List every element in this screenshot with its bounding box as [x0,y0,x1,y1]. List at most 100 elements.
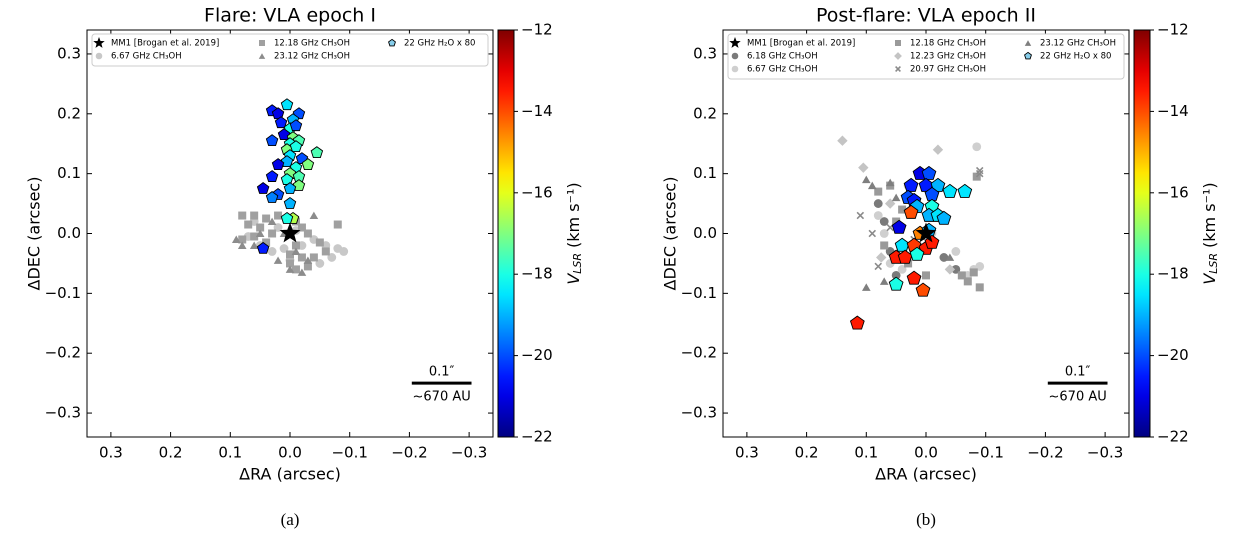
colorbar-label-unit: (km s⁻¹) [564,182,583,248]
point [903,204,919,219]
point [256,223,265,232]
point [265,134,279,147]
point [945,253,955,261]
point [936,210,952,225]
colorbar-label: VLSR (km s⁻¹) [564,182,585,284]
point [238,211,247,220]
colorbar-tick-label: −14 [1157,102,1189,120]
legend-marker [894,52,902,60]
point [265,170,279,182]
point [291,241,300,250]
point [310,146,324,159]
legend-label: 6.67 GHz CH₃OH [747,65,818,75]
x-tick-label: 0.3 [735,444,759,462]
y-tick-label: 0.0 [693,224,717,242]
x-tick-label: −0.2 [391,444,427,462]
legend-label: 23.12 GHz CH₃OH [274,52,350,62]
point [291,247,301,255]
point [867,181,877,190]
caption: (b) [916,510,936,529]
point [862,175,871,184]
point [957,271,966,280]
panel: Post-flare: VLA epoch II (b) ΔRA (arcsec) Δ… [661,5,1221,529]
point [921,165,937,180]
colorbar-tick-label: −12 [1157,21,1189,39]
y-tick-label: −0.1 [681,284,717,302]
point [888,276,904,291]
x-axis-label: ΔRA (arcsec) [875,465,977,484]
y-axis-label: ΔDEC (arcsec) [25,177,44,291]
point [922,271,930,280]
point [957,183,973,198]
point [271,158,285,170]
point [265,191,279,203]
point [280,211,294,224]
point [874,262,883,271]
point [280,98,294,111]
point [903,177,919,192]
legend-label: 22 GHz H₂O x 80 [1040,52,1111,62]
point [969,268,978,277]
point [975,166,984,175]
legend-label: 12.23 GHz CH₃OH [910,52,986,62]
point [297,253,306,262]
y-tick-label: 0.3 [693,44,717,62]
point [873,211,883,220]
scale-bar-sublabel: ~670 AU [413,390,471,405]
legend-marker [731,65,739,73]
point [874,187,883,196]
point [951,247,961,256]
legend-label: 23.12 GHz CH₃OH [1040,39,1116,49]
legend-marker [729,37,741,48]
colorbar-label: VLSR (km s⁻¹) [1200,182,1221,284]
point [244,220,253,229]
x-tick-label: −0.3 [1087,444,1123,462]
colorbar-tick-label: −16 [521,183,553,201]
point [884,198,896,209]
y-tick-label: 0.1 [57,164,81,182]
legend-marker [258,53,266,59]
colorbar-label-symbol: V [564,273,583,285]
x-tick-label: 0.1 [854,444,878,462]
point [231,235,241,243]
point [297,223,306,232]
colorbar-label-subscript: LSR [571,253,584,274]
x-tick-label: 0.2 [795,444,819,462]
point [975,169,984,178]
point [932,144,944,155]
y-tick-label: −0.1 [45,284,81,302]
colorbar-tick-label: −20 [521,346,553,364]
point [944,264,956,275]
legend-label: 12.18 GHz CH₃OH [910,39,986,49]
x-axis-label: ΔRA (arcsec) [239,465,341,484]
point [283,182,297,194]
point [256,182,270,194]
point [891,270,901,280]
point [321,247,330,256]
legend-marker [388,38,396,47]
y-tick-label: −0.2 [681,344,717,362]
scale-bar-sublabel: ~670 AU [1049,390,1107,405]
point [250,211,259,220]
x-tick-label: 0.0 [278,444,302,462]
point [292,179,306,191]
y-tick-label: 0.0 [57,224,81,242]
legend [727,33,1125,80]
point [277,128,291,141]
x-tick-label: −0.3 [451,444,487,462]
point [274,211,283,220]
legend-marker [93,37,105,48]
point [303,229,312,238]
point [873,199,883,208]
point [879,277,889,285]
x-tick-label: −0.1 [331,444,367,462]
colorbar-tick-label: −18 [1157,265,1189,283]
legend-marker [259,40,265,46]
legend-marker [95,52,103,60]
point [297,268,307,276]
colorbar-tick-label: −16 [1157,183,1189,201]
legend-label: 6.67 GHz CH₃OH [111,52,182,62]
legend-label: 12.18 GHz CH₃OH [274,39,350,49]
chart-title: Flare: VLA epoch I [204,5,376,27]
